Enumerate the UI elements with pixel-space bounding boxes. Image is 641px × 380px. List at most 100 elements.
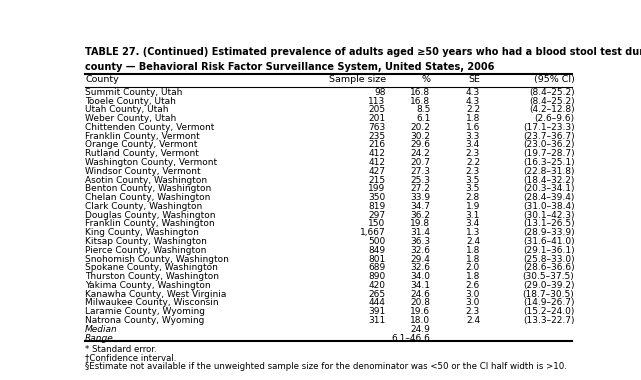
Text: 8.5: 8.5 xyxy=(416,105,430,114)
Text: 2.8: 2.8 xyxy=(466,193,480,202)
Text: (17.1–23.3): (17.1–23.3) xyxy=(523,123,574,132)
Text: Franklin County, Washington: Franklin County, Washington xyxy=(85,219,215,228)
Text: 2.0: 2.0 xyxy=(466,263,480,272)
Text: 391: 391 xyxy=(369,307,386,316)
Text: 819: 819 xyxy=(369,202,386,211)
Text: 689: 689 xyxy=(369,263,386,272)
Text: 1.8: 1.8 xyxy=(465,114,480,123)
Text: (8.4–25.2): (8.4–25.2) xyxy=(529,97,574,106)
Text: †Confidence interval.: †Confidence interval. xyxy=(85,353,176,363)
Text: 18.0: 18.0 xyxy=(410,316,430,325)
Text: 199: 199 xyxy=(369,184,386,193)
Text: Sample size: Sample size xyxy=(329,75,386,84)
Text: (28.6–36.6): (28.6–36.6) xyxy=(523,263,574,272)
Text: 20.7: 20.7 xyxy=(410,158,430,167)
Text: Chittenden County, Vermont: Chittenden County, Vermont xyxy=(85,123,215,132)
Text: 1,667: 1,667 xyxy=(360,228,386,237)
Text: Windsor County, Vermont: Windsor County, Vermont xyxy=(85,167,201,176)
Text: 3.4: 3.4 xyxy=(466,140,480,149)
Text: Orange County, Vermont: Orange County, Vermont xyxy=(85,140,197,149)
Text: 444: 444 xyxy=(369,298,386,307)
Text: 3.0: 3.0 xyxy=(465,290,480,299)
Text: 1.8: 1.8 xyxy=(465,272,480,281)
Text: Washington County, Vermont: Washington County, Vermont xyxy=(85,158,217,167)
Text: 4.3: 4.3 xyxy=(466,88,480,97)
Text: 412: 412 xyxy=(369,149,386,158)
Text: SE: SE xyxy=(468,75,480,84)
Text: 6.1: 6.1 xyxy=(416,114,430,123)
Text: 24.9: 24.9 xyxy=(410,325,430,334)
Text: 297: 297 xyxy=(369,211,386,220)
Text: 32.6: 32.6 xyxy=(410,246,430,255)
Text: 1.8: 1.8 xyxy=(465,246,480,255)
Text: Franklin County, Vermont: Franklin County, Vermont xyxy=(85,131,200,141)
Text: (31.0–38.4): (31.0–38.4) xyxy=(523,202,574,211)
Text: (15.2–24.0): (15.2–24.0) xyxy=(523,307,574,316)
Text: 265: 265 xyxy=(369,290,386,299)
Text: 150: 150 xyxy=(369,219,386,228)
Text: Utah County, Utah: Utah County, Utah xyxy=(85,105,169,114)
Text: (18.4–32.2): (18.4–32.2) xyxy=(523,176,574,185)
Text: 311: 311 xyxy=(369,316,386,325)
Text: 801: 801 xyxy=(369,255,386,263)
Text: (13.3–22.7): (13.3–22.7) xyxy=(523,316,574,325)
Text: Tooele County, Utah: Tooele County, Utah xyxy=(85,97,176,106)
Text: (8.4–25.2): (8.4–25.2) xyxy=(529,88,574,97)
Text: county — Behavioral Risk Factor Surveillance System, United States, 2006: county — Behavioral Risk Factor Surveill… xyxy=(85,62,494,72)
Text: 3.5: 3.5 xyxy=(465,176,480,185)
Text: (30.1–42.3): (30.1–42.3) xyxy=(523,211,574,220)
Text: Spokane County, Washington: Spokane County, Washington xyxy=(85,263,218,272)
Text: Milwaukee County, Wisconsin: Milwaukee County, Wisconsin xyxy=(85,298,219,307)
Text: (25.8–33.0): (25.8–33.0) xyxy=(523,255,574,263)
Text: 27.3: 27.3 xyxy=(410,167,430,176)
Text: (19.7–28.7): (19.7–28.7) xyxy=(523,149,574,158)
Text: King County, Washington: King County, Washington xyxy=(85,228,199,237)
Text: 3.0: 3.0 xyxy=(465,298,480,307)
Text: 849: 849 xyxy=(369,246,386,255)
Text: Summit County, Utah: Summit County, Utah xyxy=(85,88,183,97)
Text: 1.9: 1.9 xyxy=(465,202,480,211)
Text: (23.0–36.2): (23.0–36.2) xyxy=(523,140,574,149)
Text: 763: 763 xyxy=(369,123,386,132)
Text: Chelan County, Washington: Chelan County, Washington xyxy=(85,193,210,202)
Text: 4.3: 4.3 xyxy=(466,97,480,106)
Text: 16.8: 16.8 xyxy=(410,97,430,106)
Text: 33.9: 33.9 xyxy=(410,193,430,202)
Text: 235: 235 xyxy=(369,131,386,141)
Text: Median: Median xyxy=(85,325,118,334)
Text: (28.9–33.9): (28.9–33.9) xyxy=(523,228,574,237)
Text: 205: 205 xyxy=(369,105,386,114)
Text: 3.1: 3.1 xyxy=(465,211,480,220)
Text: (31.6–41.0): (31.6–41.0) xyxy=(523,237,574,246)
Text: 2.3: 2.3 xyxy=(466,149,480,158)
Text: 20.2: 20.2 xyxy=(410,123,430,132)
Text: 34.0: 34.0 xyxy=(410,272,430,281)
Text: Asotin County, Washington: Asotin County, Washington xyxy=(85,176,207,185)
Text: 20.8: 20.8 xyxy=(410,298,430,307)
Text: (16.3–25.1): (16.3–25.1) xyxy=(523,158,574,167)
Text: (13.1–26.5): (13.1–26.5) xyxy=(523,219,574,228)
Text: 500: 500 xyxy=(369,237,386,246)
Text: 3.4: 3.4 xyxy=(466,219,480,228)
Text: 350: 350 xyxy=(369,193,386,202)
Text: Snohomish County, Washington: Snohomish County, Washington xyxy=(85,255,229,263)
Text: 1.3: 1.3 xyxy=(465,228,480,237)
Text: (30.5–37.5): (30.5–37.5) xyxy=(522,272,574,281)
Text: Clark County, Washington: Clark County, Washington xyxy=(85,202,203,211)
Text: Laramie County, Wyoming: Laramie County, Wyoming xyxy=(85,307,205,316)
Text: (29.1–36.1): (29.1–36.1) xyxy=(523,246,574,255)
Text: 19.6: 19.6 xyxy=(410,307,430,316)
Text: Thurston County, Washington: Thurston County, Washington xyxy=(85,272,219,281)
Text: 216: 216 xyxy=(369,140,386,149)
Text: TABLE 27. (Continued) Estimated prevalence of adults aged ≥50 years who had a bl: TABLE 27. (Continued) Estimated prevalen… xyxy=(85,47,641,57)
Text: 3.3: 3.3 xyxy=(465,131,480,141)
Text: 201: 201 xyxy=(369,114,386,123)
Text: (14.9–26.7): (14.9–26.7) xyxy=(523,298,574,307)
Text: 29.4: 29.4 xyxy=(410,255,430,263)
Text: 2.4: 2.4 xyxy=(466,316,480,325)
Text: Kanawha County, West Virginia: Kanawha County, West Virginia xyxy=(85,290,226,299)
Text: 412: 412 xyxy=(369,158,386,167)
Text: Natrona County, Wyoming: Natrona County, Wyoming xyxy=(85,316,204,325)
Text: 32.6: 32.6 xyxy=(410,263,430,272)
Text: (4.2–12.8): (4.2–12.8) xyxy=(529,105,574,114)
